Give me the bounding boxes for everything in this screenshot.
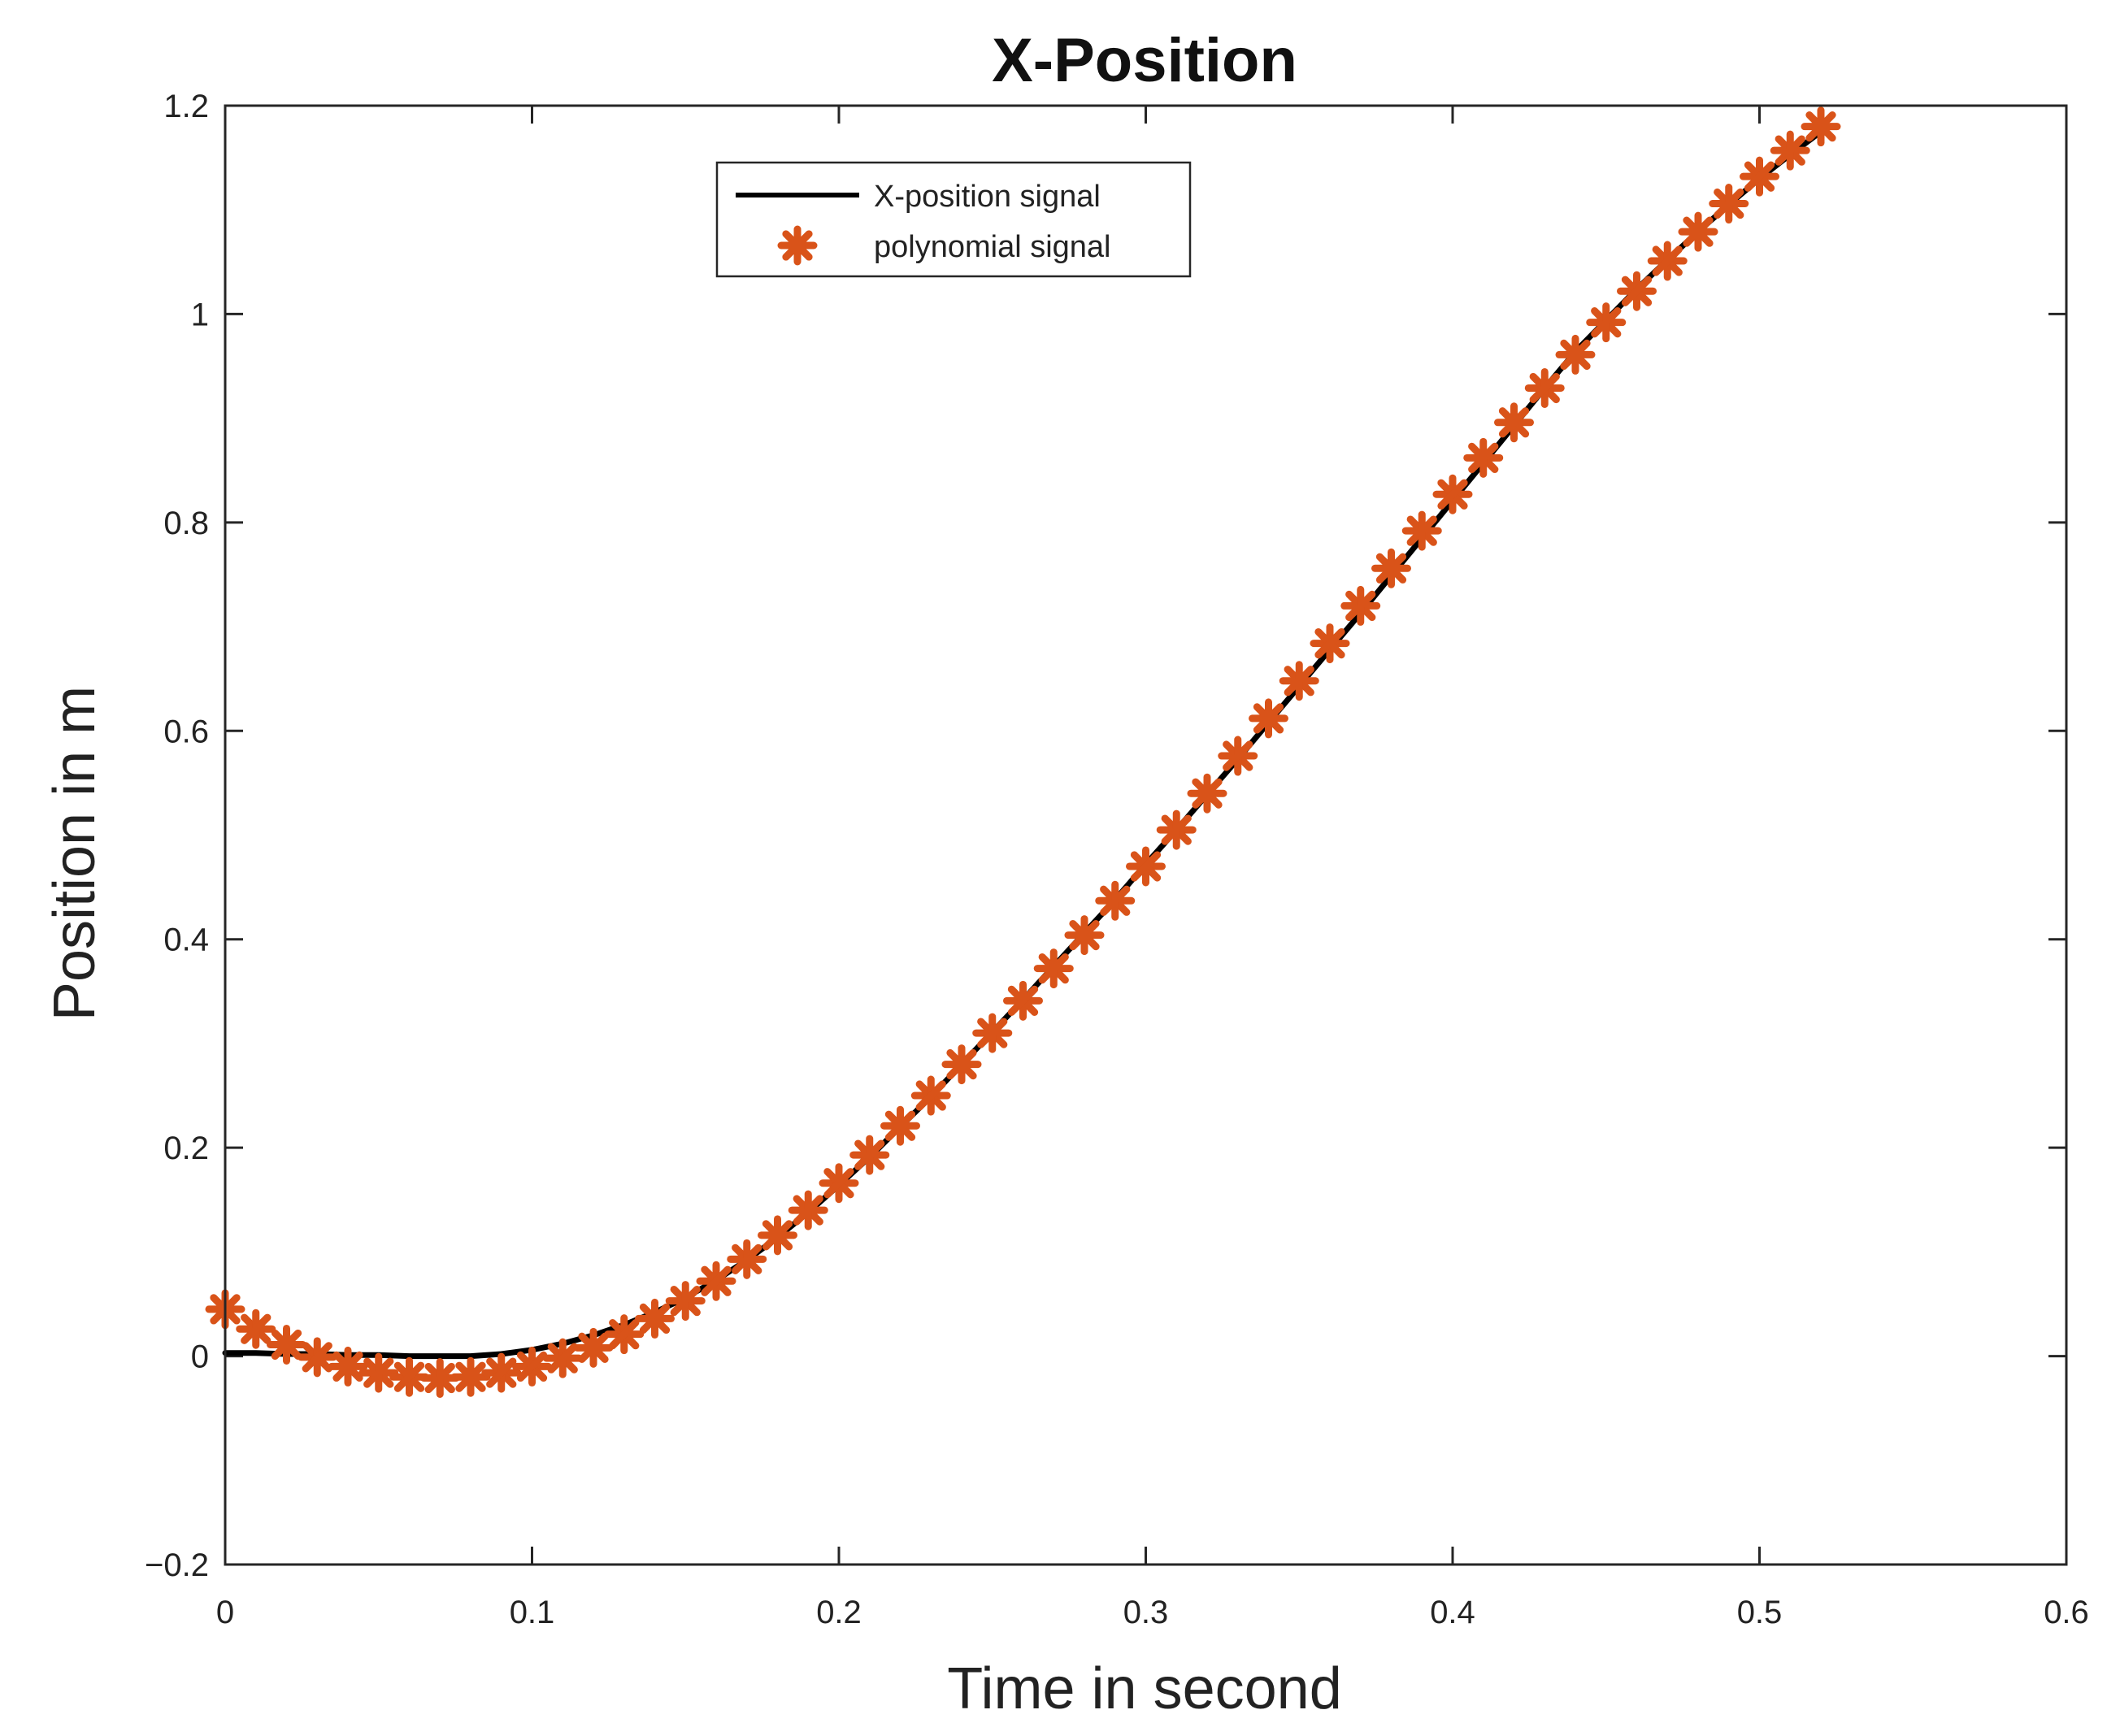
y-tick-label: 0 xyxy=(191,1339,209,1375)
legend-label-signal: X-position signal xyxy=(874,180,1101,214)
y-tick-label: 0.6 xyxy=(163,714,209,749)
legend-label-polynomial: polynomial signal xyxy=(874,230,1111,264)
polynomial-signal-marker xyxy=(1156,809,1197,850)
polynomial-signal-marker xyxy=(1218,736,1258,776)
polynomial-signal-marker xyxy=(328,1346,368,1387)
plot-frame xyxy=(224,104,2068,1566)
polynomial-signal-marker xyxy=(880,1105,920,1146)
x-tick-label: 0 xyxy=(216,1595,234,1630)
polynomial-signal-marker xyxy=(941,1044,982,1085)
polynomial-signal-marker xyxy=(1249,698,1288,739)
polynomial-signal-marker xyxy=(1033,948,1074,989)
polynomial-signal-marker xyxy=(419,1357,460,1398)
polynomial-signal-marker xyxy=(1340,585,1381,626)
polynomial-signal-marker xyxy=(819,1163,859,1204)
polynomial-signal-marker xyxy=(573,1327,614,1368)
axis-tick-labels: 0 0.1 0.2 0.3 0.4 0.5 0.6−0.200.20.40.60.811.2 xyxy=(145,89,2089,1630)
polynomial-signal-marker xyxy=(1095,880,1136,921)
y-tick-label: 0.4 xyxy=(163,922,209,958)
polynomial-signal-marker xyxy=(1586,302,1627,343)
polynomial-signal-marker xyxy=(1678,211,1718,252)
polynomial-signal-marker xyxy=(1401,510,1442,551)
polynomial-signal-marker xyxy=(1801,106,1841,147)
polynomial-signal-marker xyxy=(972,1013,1013,1053)
polynomial-signal-marker xyxy=(358,1352,399,1393)
polynomial-signal-marker xyxy=(1617,271,1657,311)
polynomial-signal-marker xyxy=(696,1261,736,1301)
x-tick-label: 0.5 xyxy=(1737,1595,1783,1630)
polynomial-signal-marker xyxy=(665,1281,706,1322)
polynomial-signal-marker xyxy=(481,1352,522,1393)
x-tick-label: 0.3 xyxy=(1123,1595,1169,1630)
polynomial-signal-marker xyxy=(267,1324,306,1365)
polynomial-signal-marker xyxy=(1432,474,1473,514)
polynomial-signal-marker xyxy=(1740,156,1779,197)
polynomial-signal-marker xyxy=(727,1239,767,1279)
polynomial-signal-marker xyxy=(512,1346,552,1387)
polynomial-signal-marker xyxy=(1494,402,1534,443)
polynomial-signal-marker xyxy=(1064,915,1105,956)
polynomial-signal-marker xyxy=(910,1075,951,1116)
polynomial-signal-marker xyxy=(1770,130,1810,171)
polynomial-signal-marker xyxy=(1647,241,1688,281)
legend: X-position signal polynomial signal xyxy=(715,161,1192,278)
polynomial-signal-marker xyxy=(788,1190,828,1230)
y-axis-label: Position in m xyxy=(42,686,107,1021)
polynomial-signal-marker xyxy=(1709,184,1749,224)
x-axis-label: Time in second xyxy=(947,1656,1342,1721)
legend-marker-swatch xyxy=(777,225,818,266)
polynomial-signal-marker xyxy=(758,1215,797,1256)
polynomial-signal-marker xyxy=(1463,437,1504,478)
y-tick-label: 1.2 xyxy=(163,89,209,124)
polynomial-signal-marker xyxy=(542,1338,583,1378)
x-tick-label: 0.1 xyxy=(510,1595,555,1630)
polynomial-signal-marker xyxy=(1279,661,1319,701)
polynomial-signal-marker xyxy=(1003,980,1043,1021)
plot-series xyxy=(205,106,1841,1398)
polynomial-signal-marker xyxy=(236,1309,276,1349)
polynomial-signal-marker xyxy=(849,1135,890,1175)
x-tick-label: 0.4 xyxy=(1430,1595,1475,1630)
y-tick-label: −0.2 xyxy=(145,1547,209,1583)
chart-title: X-Position xyxy=(992,26,1297,95)
y-tick-label: 0.2 xyxy=(163,1131,209,1166)
x-tick-label: 0.2 xyxy=(816,1595,862,1630)
y-tick-label: 1 xyxy=(191,297,209,332)
polynomial-signal-marker xyxy=(635,1298,675,1339)
polynomial-signal-marker xyxy=(1310,623,1350,664)
y-tick-label: 0.8 xyxy=(163,506,209,541)
polynomial-signal-marker xyxy=(1126,846,1166,887)
polynomial-signal-marker xyxy=(297,1337,337,1378)
polynomial-signal-marker xyxy=(1524,367,1565,408)
polynomial-signal-marker xyxy=(389,1356,429,1397)
polynomial-signal-marker xyxy=(1555,334,1596,375)
polynomial-signal-marker xyxy=(1371,548,1411,588)
x-tick-label: 0.6 xyxy=(2044,1595,2089,1630)
polynomial-signal-marker xyxy=(1187,773,1227,814)
legend-asterisk-icon xyxy=(777,225,818,266)
polynomial-signal-marker xyxy=(604,1314,645,1355)
polynomial-signal-marker xyxy=(450,1356,491,1397)
